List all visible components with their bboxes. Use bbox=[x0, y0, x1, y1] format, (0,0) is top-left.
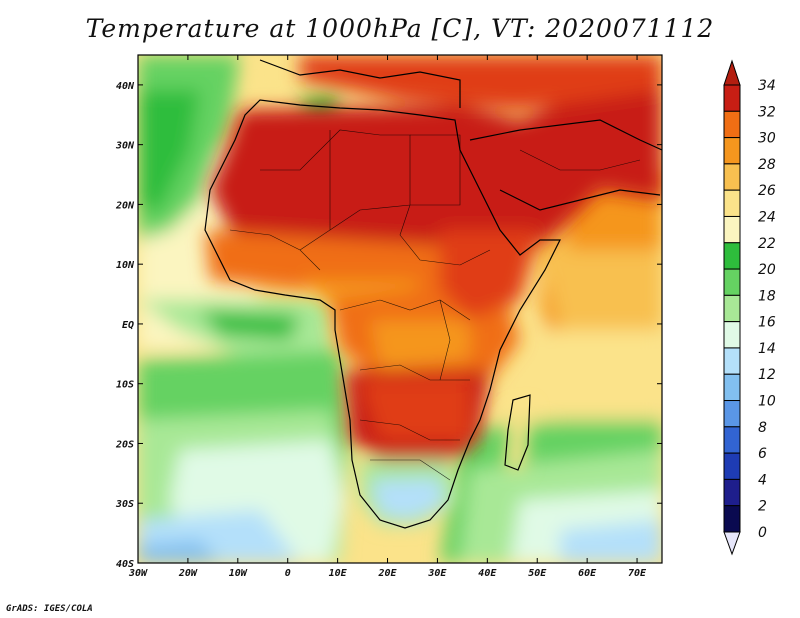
map-frame bbox=[137, 54, 663, 564]
colorbar-segment bbox=[723, 84, 741, 112]
lon-label: 10E bbox=[329, 568, 348, 579]
colorbar-label: 24 bbox=[758, 209, 776, 225]
lat-label: 20S bbox=[115, 439, 134, 450]
lat-label: 10S bbox=[116, 380, 134, 391]
colorbar-label: 16 bbox=[758, 315, 776, 331]
coastlines bbox=[204, 59, 662, 529]
lon-label: 20W bbox=[178, 568, 198, 579]
temperature-field bbox=[138, 55, 662, 563]
colorbar-segment bbox=[723, 452, 741, 480]
colorbar-label: 10 bbox=[758, 394, 776, 410]
colorbar-label: 14 bbox=[758, 341, 776, 357]
colorbar-segment bbox=[723, 505, 741, 533]
lon-label: 10W bbox=[229, 568, 248, 579]
colorbar-segment bbox=[723, 268, 741, 296]
colorbar-segment bbox=[723, 321, 741, 349]
colorbar-label: 26 bbox=[758, 183, 776, 199]
colorbar-segment bbox=[723, 294, 741, 323]
colorbar-label: 2 bbox=[758, 499, 767, 515]
lon-label: 0 bbox=[285, 568, 291, 579]
lon-label: 70E bbox=[628, 568, 647, 579]
colorbar-label: 6 bbox=[758, 446, 767, 462]
colorbar-segment bbox=[723, 215, 741, 244]
colorbar-segment bbox=[723, 478, 741, 507]
lon-label: 40E bbox=[478, 568, 497, 579]
colorbar-label: 22 bbox=[758, 236, 776, 252]
colorbar-segment bbox=[723, 163, 741, 191]
lat-label: 30S bbox=[115, 499, 134, 510]
colorbar-label: 20 bbox=[758, 262, 776, 278]
lon-label: 30W bbox=[128, 568, 148, 579]
longitude-axis: 30W 20W 10W 0 10E 20E 30E 40E 50E 60E 70E bbox=[128, 55, 647, 579]
lat-label: EQ bbox=[122, 320, 134, 331]
colorbar-label: 18 bbox=[758, 288, 776, 304]
colorbar-segment bbox=[723, 373, 741, 402]
colorbar-label: 4 bbox=[758, 472, 767, 488]
latitude-axis: 40N 30N 20N 10N EQ 10S 20S 30S 40S bbox=[115, 81, 662, 570]
country-borders bbox=[229, 129, 641, 481]
lat-label: 40S bbox=[116, 559, 134, 570]
colorbar-segment bbox=[723, 426, 741, 454]
colorbar-label: 28 bbox=[758, 157, 776, 173]
colorbar-label: 12 bbox=[758, 367, 776, 383]
map-title: Temperature at 1000hPa [C], VT: 20200711… bbox=[85, 14, 715, 43]
lon-label: 50E bbox=[528, 568, 547, 579]
colorbar-segment bbox=[723, 110, 741, 139]
lat-label: 30N bbox=[115, 141, 135, 152]
lon-label: 60E bbox=[578, 568, 597, 579]
colorbar-label: 32 bbox=[758, 104, 776, 120]
lat-label: 10N bbox=[116, 260, 135, 271]
colorbar-segment bbox=[723, 242, 741, 270]
colorbar-segment bbox=[723, 347, 741, 375]
colorbar-label: 34 bbox=[758, 78, 776, 94]
lon-label: 30E bbox=[427, 568, 447, 579]
colorbar-segment bbox=[723, 189, 741, 217]
grads-credit: GrADS: IGES/COLA bbox=[6, 604, 93, 614]
colorbar-label: 30 bbox=[758, 131, 776, 147]
colorbar-bottom-arrow bbox=[723, 531, 741, 556]
colorbar-label: 8 bbox=[758, 420, 767, 436]
lon-label: 20E bbox=[377, 568, 397, 579]
colorbar-top-arrow bbox=[723, 59, 741, 86]
lat-label: 40N bbox=[116, 81, 135, 92]
colorbar-label: 0 bbox=[758, 525, 767, 541]
colorbar-segment bbox=[723, 400, 741, 428]
colorbar-segment bbox=[723, 137, 741, 165]
lat-label: 20N bbox=[115, 200, 135, 211]
